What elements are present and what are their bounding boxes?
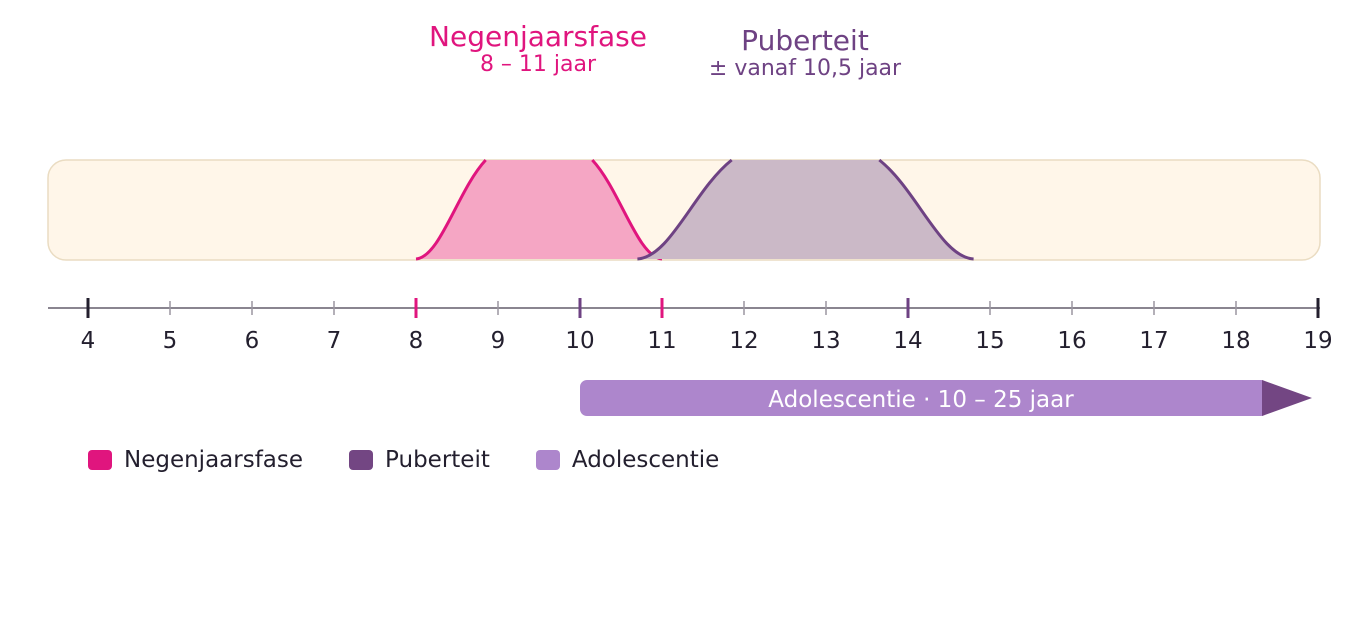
phase-curves — [415, 158, 974, 261]
legend-swatch-negenjaarsfase — [88, 450, 112, 470]
axis-tick-label-11: 11 — [647, 328, 676, 354]
axis-tick-label-7: 7 — [327, 328, 342, 354]
legend-item-negenjaarsfase: Negenjaarsfase — [88, 447, 303, 473]
adolescentie-label: Adolescentie · 10 – 25 jaar — [768, 387, 1074, 413]
axis-tick-label-8: 8 — [409, 328, 424, 354]
legend-label-puberteit: Puberteit — [385, 447, 490, 473]
legend-label-adolescentie: Adolescentie — [571, 447, 720, 473]
puberteit-title: Puberteit — [741, 24, 869, 57]
adolescentie-arrow — [1262, 380, 1312, 416]
axis-tick-label-14: 14 — [893, 328, 922, 354]
legend: Negenjaarsfase Puberteit Adolescentie — [88, 447, 765, 473]
axis-tick-label-6: 6 — [245, 328, 260, 354]
puberteit-label: Puberteit ± vanaf 10,5 jaar — [709, 26, 901, 82]
negenjaarsfase-label: Negenjaarsfase 8 – 11 jaar — [429, 22, 647, 78]
legend-swatch-puberteit — [349, 450, 374, 470]
age-axis: 4 5 6 7 8 9 10 11 12 13 14 15 16 17 18 19 — [48, 298, 1333, 354]
negenjaarsfase-subtitle: 8 – 11 jaar — [479, 52, 597, 77]
axis-tick-label-16: 16 — [1057, 328, 1086, 354]
axis-tick-label-13: 13 — [811, 328, 840, 354]
axis-tick-label-12: 12 — [729, 328, 758, 354]
axis-tick-label-15: 15 — [975, 328, 1004, 354]
puberteit-curve — [637, 158, 974, 261]
axis-tick-label-4: 4 — [81, 328, 96, 354]
legend-item-puberteit: Puberteit — [349, 447, 490, 473]
axis-tick-label-17: 17 — [1139, 328, 1168, 354]
axis-tick-label-9: 9 — [491, 328, 506, 354]
axis-tick-label-10: 10 — [565, 328, 594, 354]
negenjaarsfase-title: Negenjaarsfase — [429, 20, 647, 53]
puberteit-area — [637, 160, 974, 259]
axis-tick-label-18: 18 — [1221, 328, 1250, 354]
adolescentie-bar — [580, 380, 1268, 416]
age-band — [47, 159, 1321, 261]
negenjaarsfase-area — [416, 160, 662, 259]
axis-tick-label-19: 19 — [1303, 328, 1332, 354]
legend-item-adolescentie: Adolescentie — [535, 447, 720, 473]
legend-swatch-adolescentie — [535, 450, 560, 470]
axis-tick-label-5: 5 — [163, 328, 178, 354]
puberteit-subtitle: ± vanaf 10,5 jaar — [708, 56, 902, 81]
adolescentie-bar-group: Adolescentie · 10 – 25 jaar — [580, 380, 1312, 416]
legend-label-negenjaarsfase: Negenjaarsfase — [124, 447, 304, 473]
